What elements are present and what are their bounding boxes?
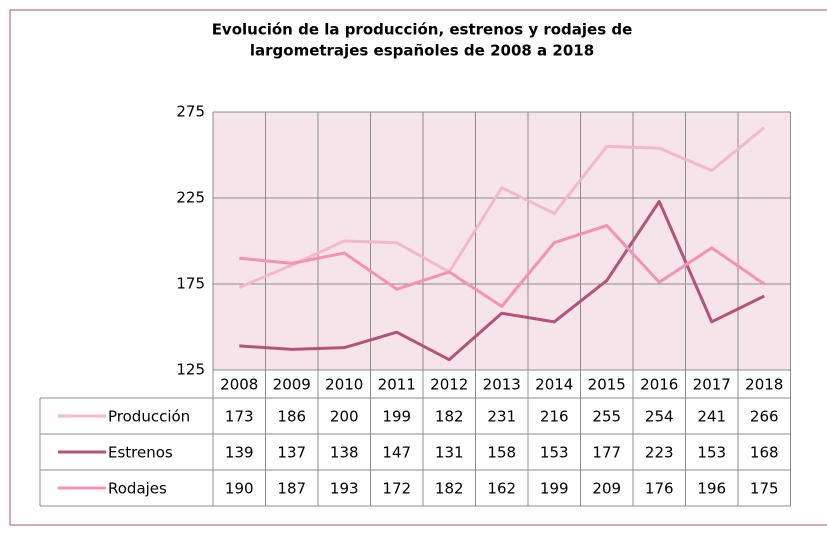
x-tick-label: 2012	[430, 376, 468, 394]
series-line	[238, 126, 766, 289]
table-cell: 241	[697, 408, 726, 426]
table-cell: 187	[277, 480, 306, 498]
table-cell: 147	[382, 444, 411, 462]
table-cell: 168	[750, 444, 779, 462]
x-tick-label: 2008	[220, 376, 258, 394]
series-line	[239, 224, 766, 308]
legend-label: Estrenos	[108, 444, 173, 462]
x-tick-label: 2018	[745, 376, 783, 394]
table-cell: 137	[277, 444, 306, 462]
table-cell: 199	[382, 408, 411, 426]
table-cell: 153	[540, 444, 569, 462]
chart-title: largometrajes españoles de 2008 a 2018	[250, 42, 594, 60]
table-cell: 153	[697, 444, 726, 462]
x-tick-label: 2009	[273, 376, 311, 394]
y-tick-label: 125	[176, 361, 205, 379]
chart-title: Evolución de la producción, estrenos y r…	[212, 21, 633, 39]
table-cell: 172	[382, 480, 411, 498]
table-cell: 177	[592, 444, 621, 462]
table-cell: 182	[435, 480, 464, 498]
table-cell: 162	[487, 480, 516, 498]
y-tick-label: 225	[176, 189, 205, 207]
legend-label: Rodajes	[108, 480, 167, 498]
table-cell: 131	[435, 444, 464, 462]
table-cell: 254	[645, 408, 674, 426]
legend-label: Producción	[108, 408, 190, 426]
table-cell: 158	[487, 444, 516, 462]
x-tick-label: 2016	[640, 376, 678, 394]
plot-area	[213, 112, 791, 370]
table-cell: 190	[225, 480, 254, 498]
table-cell: 199	[540, 480, 569, 498]
x-tick-label: 2013	[483, 376, 521, 394]
table-cell: 223	[645, 444, 674, 462]
table-cell: 193	[330, 480, 359, 498]
table-cell: 182	[435, 408, 464, 426]
table-cell: 138	[330, 444, 359, 462]
table-cell: 255	[592, 408, 621, 426]
y-tick-label: 275	[176, 103, 205, 121]
y-tick-label: 175	[176, 275, 205, 293]
x-tick-label: 2014	[535, 376, 573, 394]
x-tick-label: 2011	[378, 376, 416, 394]
series-line	[239, 199, 765, 362]
table-cell: 231	[487, 408, 516, 426]
table-cell: 209	[592, 480, 621, 498]
table-cell: 173	[225, 408, 254, 426]
x-tick-label: 2010	[325, 376, 363, 394]
table-cell: 176	[645, 480, 674, 498]
table-cell: 266	[750, 408, 779, 426]
table-cell: 186	[277, 408, 306, 426]
table-cell: 139	[225, 444, 254, 462]
table-cell: 196	[697, 480, 726, 498]
table-cell: 200	[330, 408, 359, 426]
table-cell: 216	[540, 408, 569, 426]
table-cell: 175	[750, 480, 779, 498]
x-tick-label: 2017	[693, 376, 731, 394]
x-tick-label: 2015	[588, 376, 626, 394]
